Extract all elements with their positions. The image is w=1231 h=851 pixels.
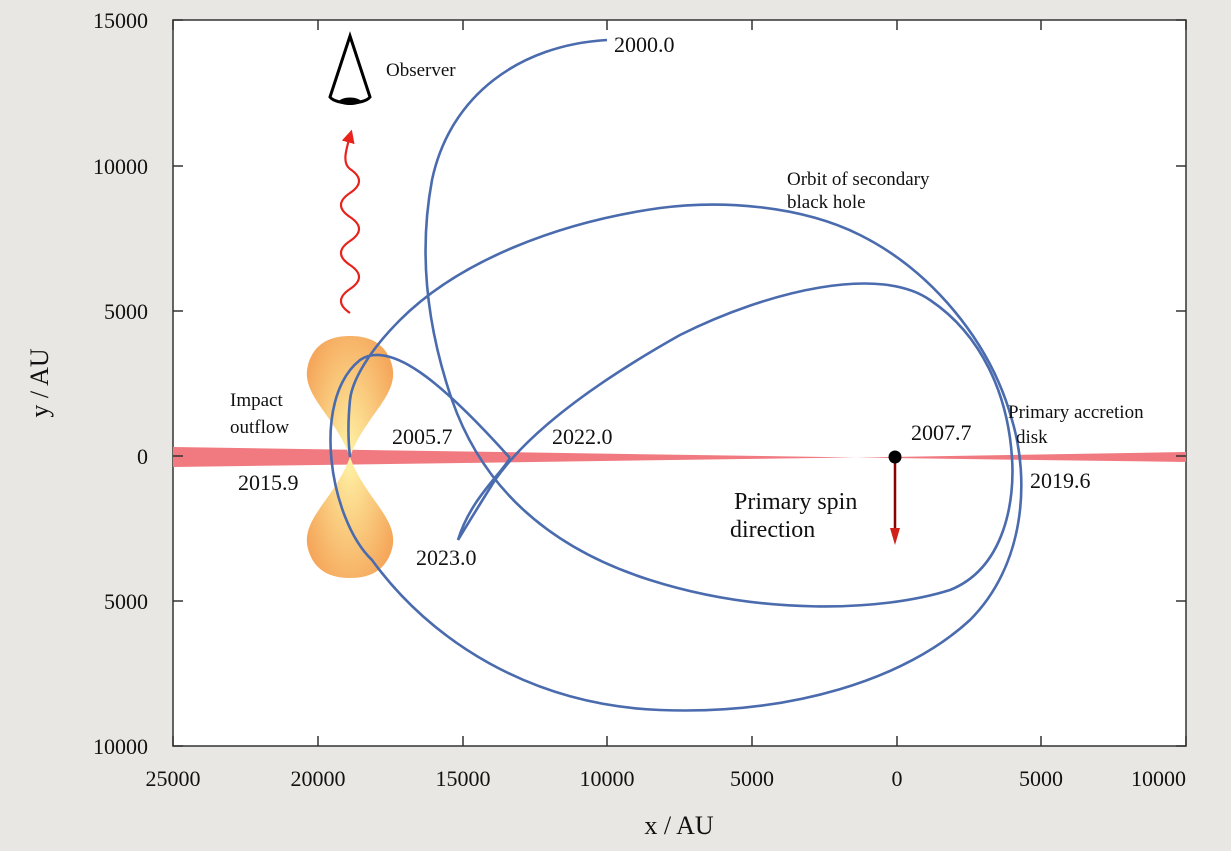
x-tick-label: 10000 bbox=[580, 766, 635, 791]
orbit-label-line2: black hole bbox=[787, 192, 866, 213]
disk-label-line2: disk bbox=[1016, 427, 1048, 448]
epoch-label: 2015.9 bbox=[238, 470, 299, 495]
x-tick-label: 5000 bbox=[1019, 766, 1063, 791]
x-tick-label: 0 bbox=[892, 766, 903, 791]
x-tick-label: 25000 bbox=[146, 766, 201, 791]
x-tick-label: 10000 bbox=[1131, 766, 1186, 791]
y-tick-label: 5000 bbox=[104, 299, 148, 324]
secondary-orbit bbox=[424, 38, 1014, 608]
y-tick-label: 10000 bbox=[93, 154, 148, 179]
y-axis bbox=[173, 19, 1186, 747]
epoch-label: 2023.0 bbox=[416, 545, 477, 570]
epoch-label: 2005.7 bbox=[392, 424, 453, 449]
spin-label-line1: Primary spin bbox=[734, 489, 857, 515]
impact-label-line1: Impact bbox=[230, 390, 283, 411]
observer-eye-icon bbox=[328, 31, 372, 105]
primary-black-hole bbox=[888, 450, 902, 464]
epoch-label: 2007.7 bbox=[911, 420, 972, 445]
observer-label: Observer bbox=[386, 60, 456, 81]
impact-label-line2: outflow bbox=[230, 417, 289, 438]
x-axis bbox=[172, 20, 1187, 746]
x-tick-label: 20000 bbox=[291, 766, 346, 791]
secondary-orbit-big-loop bbox=[329, 203, 1023, 712]
y-tick-label: 5000 bbox=[104, 589, 148, 614]
secondary-orbit-inner-path bbox=[347, 399, 352, 458]
disk-label-line1: Primary accretion bbox=[1008, 402, 1144, 423]
epoch-label: 2019.6 bbox=[1030, 468, 1091, 493]
x-axis-title: x / AU bbox=[644, 811, 714, 840]
spin-label-line2: direction bbox=[730, 517, 815, 543]
photon-wave bbox=[339, 129, 361, 314]
orbit-label-line1: Orbit of secondary bbox=[787, 169, 930, 190]
x-tick-label: 15000 bbox=[436, 766, 491, 791]
primary-accretion-disk bbox=[173, 447, 1186, 467]
y-tick-label: 0 bbox=[137, 444, 148, 469]
y-axis-title: y / AU bbox=[25, 348, 54, 418]
epoch-label: 2022.0 bbox=[552, 424, 613, 449]
y-tick-label: 10000 bbox=[93, 734, 148, 759]
x-tick-label: 5000 bbox=[730, 766, 774, 791]
secondary-orbit-outer-loop bbox=[456, 457, 512, 541]
spin-arrow-head bbox=[890, 528, 900, 545]
epoch-label: 2000.0 bbox=[614, 32, 675, 57]
y-tick-label: 15000 bbox=[93, 8, 148, 33]
